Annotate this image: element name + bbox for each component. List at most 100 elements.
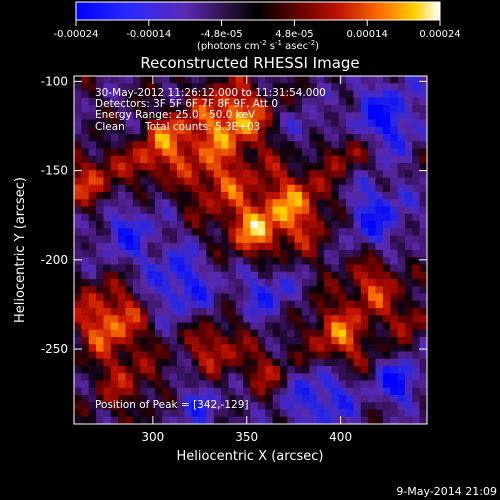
- heatmap-cell: [375, 366, 384, 374]
- heatmap-cell: [140, 119, 149, 128]
- heatmap-cell: [243, 373, 252, 382]
- heatmap-cell: [324, 308, 332, 316]
- heatmap-cell: [419, 90, 427, 99]
- heatmap-cell: [331, 148, 340, 157]
- heatmap-cell: [324, 380, 332, 389]
- heatmap-cell: [272, 242, 281, 251]
- heatmap-cell: [213, 315, 222, 324]
- heatmap-cell: [206, 242, 215, 251]
- heatmap-cell: [228, 300, 237, 309]
- heatmap-cell: [272, 112, 281, 121]
- heatmap-cell: [176, 409, 185, 418]
- heatmap-cell: [147, 213, 156, 222]
- heatmap-cell: [228, 126, 237, 135]
- heatmap-cell: [132, 235, 141, 244]
- heatmap-cell: [338, 293, 347, 302]
- colorbar-tick-label: -4.8e-05: [201, 29, 243, 40]
- heatmap-cell: [169, 271, 178, 280]
- heatmap-cell: [221, 380, 230, 389]
- heatmap-cell: [125, 373, 134, 382]
- heatmap-cell: [265, 344, 274, 353]
- heatmap-cell: [199, 250, 207, 258]
- heatmap-cell: [404, 76, 413, 84]
- heatmap-cell: [96, 409, 105, 418]
- heatmap-cell: [81, 293, 90, 302]
- heatmap-cell: [147, 163, 156, 171]
- heatmap-cell: [96, 279, 105, 287]
- heatmap-cell: [257, 83, 266, 92]
- heatmap-cell: [324, 315, 332, 324]
- heatmap-cell: [110, 380, 119, 389]
- heatmap-cell: [228, 358, 237, 367]
- heatmap-cell: [132, 279, 141, 287]
- heatmap-cell: [118, 199, 127, 208]
- heatmap-cell: [81, 300, 90, 309]
- heatmap-cell: [338, 315, 347, 324]
- heatmap-cell: [346, 366, 355, 374]
- heatmap-cell: [81, 155, 90, 164]
- heatmap-cell: [301, 119, 310, 128]
- heatmap-cell: [368, 387, 377, 396]
- heatmap-cell: [154, 112, 163, 121]
- heatmap-cell: [397, 221, 406, 229]
- heatmap-cell: [279, 344, 288, 353]
- heatmap-cell: [228, 315, 237, 324]
- heatmap-cell: [324, 271, 332, 280]
- heatmap-cell: [184, 119, 193, 128]
- heatmap-cell: [257, 235, 266, 244]
- heatmap-cell: [382, 315, 391, 324]
- heatmap-cell: [118, 119, 127, 128]
- heatmap-cell: [390, 221, 399, 229]
- heatmap-cell: [74, 199, 82, 208]
- heatmap-cell: [390, 250, 399, 258]
- heatmap-cell: [346, 300, 355, 309]
- heatmap-cell: [353, 286, 362, 295]
- heatmap-cell: [147, 119, 156, 128]
- heatmap-cell: [110, 76, 119, 84]
- heatmap-cell: [360, 105, 369, 113]
- heatmap-cell: [118, 213, 127, 222]
- heatmap-cell: [309, 170, 318, 179]
- heatmap-cell: [375, 358, 384, 367]
- heatmap-cell: [316, 141, 325, 150]
- heatmap-cell: [368, 380, 377, 389]
- heatmap-cell: [206, 221, 215, 229]
- heatmap-cell: [316, 395, 325, 403]
- heatmap-cell: [221, 141, 230, 150]
- heatmap-cell: [301, 271, 310, 280]
- heatmap-cell: [88, 293, 97, 302]
- heatmap-cell: [397, 387, 406, 396]
- heatmap-cell: [235, 199, 244, 208]
- heatmap-cell: [324, 329, 332, 338]
- heatmap-cell: [228, 329, 237, 338]
- heatmap-cell: [346, 358, 355, 367]
- heatmap-cell: [316, 76, 325, 84]
- heatmap-cell: [390, 293, 399, 302]
- heatmap-cell: [199, 380, 207, 389]
- heatmap-cell: [346, 380, 355, 389]
- heatmap-cell: [353, 119, 362, 128]
- heatmap-cell: [250, 315, 259, 324]
- heatmap-cell: [81, 206, 90, 215]
- heatmap-cell: [331, 235, 340, 244]
- heatmap-cell: [103, 416, 112, 424]
- heatmap-cell: [162, 416, 171, 424]
- heatmap-cell: [338, 395, 347, 403]
- heatmap-cell: [316, 271, 325, 280]
- heatmap-cell: [382, 199, 391, 208]
- heatmap-cell: [412, 206, 421, 215]
- heatmap-cell: [243, 250, 252, 258]
- heatmap-cell: [169, 90, 178, 99]
- heatmap-cell: [74, 300, 82, 309]
- heatmap-cell: [419, 322, 427, 331]
- heatmap-cell: [147, 148, 156, 157]
- heatmap-cell: [110, 105, 119, 113]
- heatmap-cell: [191, 279, 200, 287]
- heatmap-cell: [316, 416, 325, 424]
- heatmap-cell: [338, 199, 347, 208]
- heatmap-cell: [257, 250, 266, 258]
- heatmap-cell: [221, 329, 230, 338]
- heatmap-cell: [110, 126, 119, 135]
- heatmap-cell: [382, 409, 391, 418]
- heatmap-cell: [250, 192, 259, 200]
